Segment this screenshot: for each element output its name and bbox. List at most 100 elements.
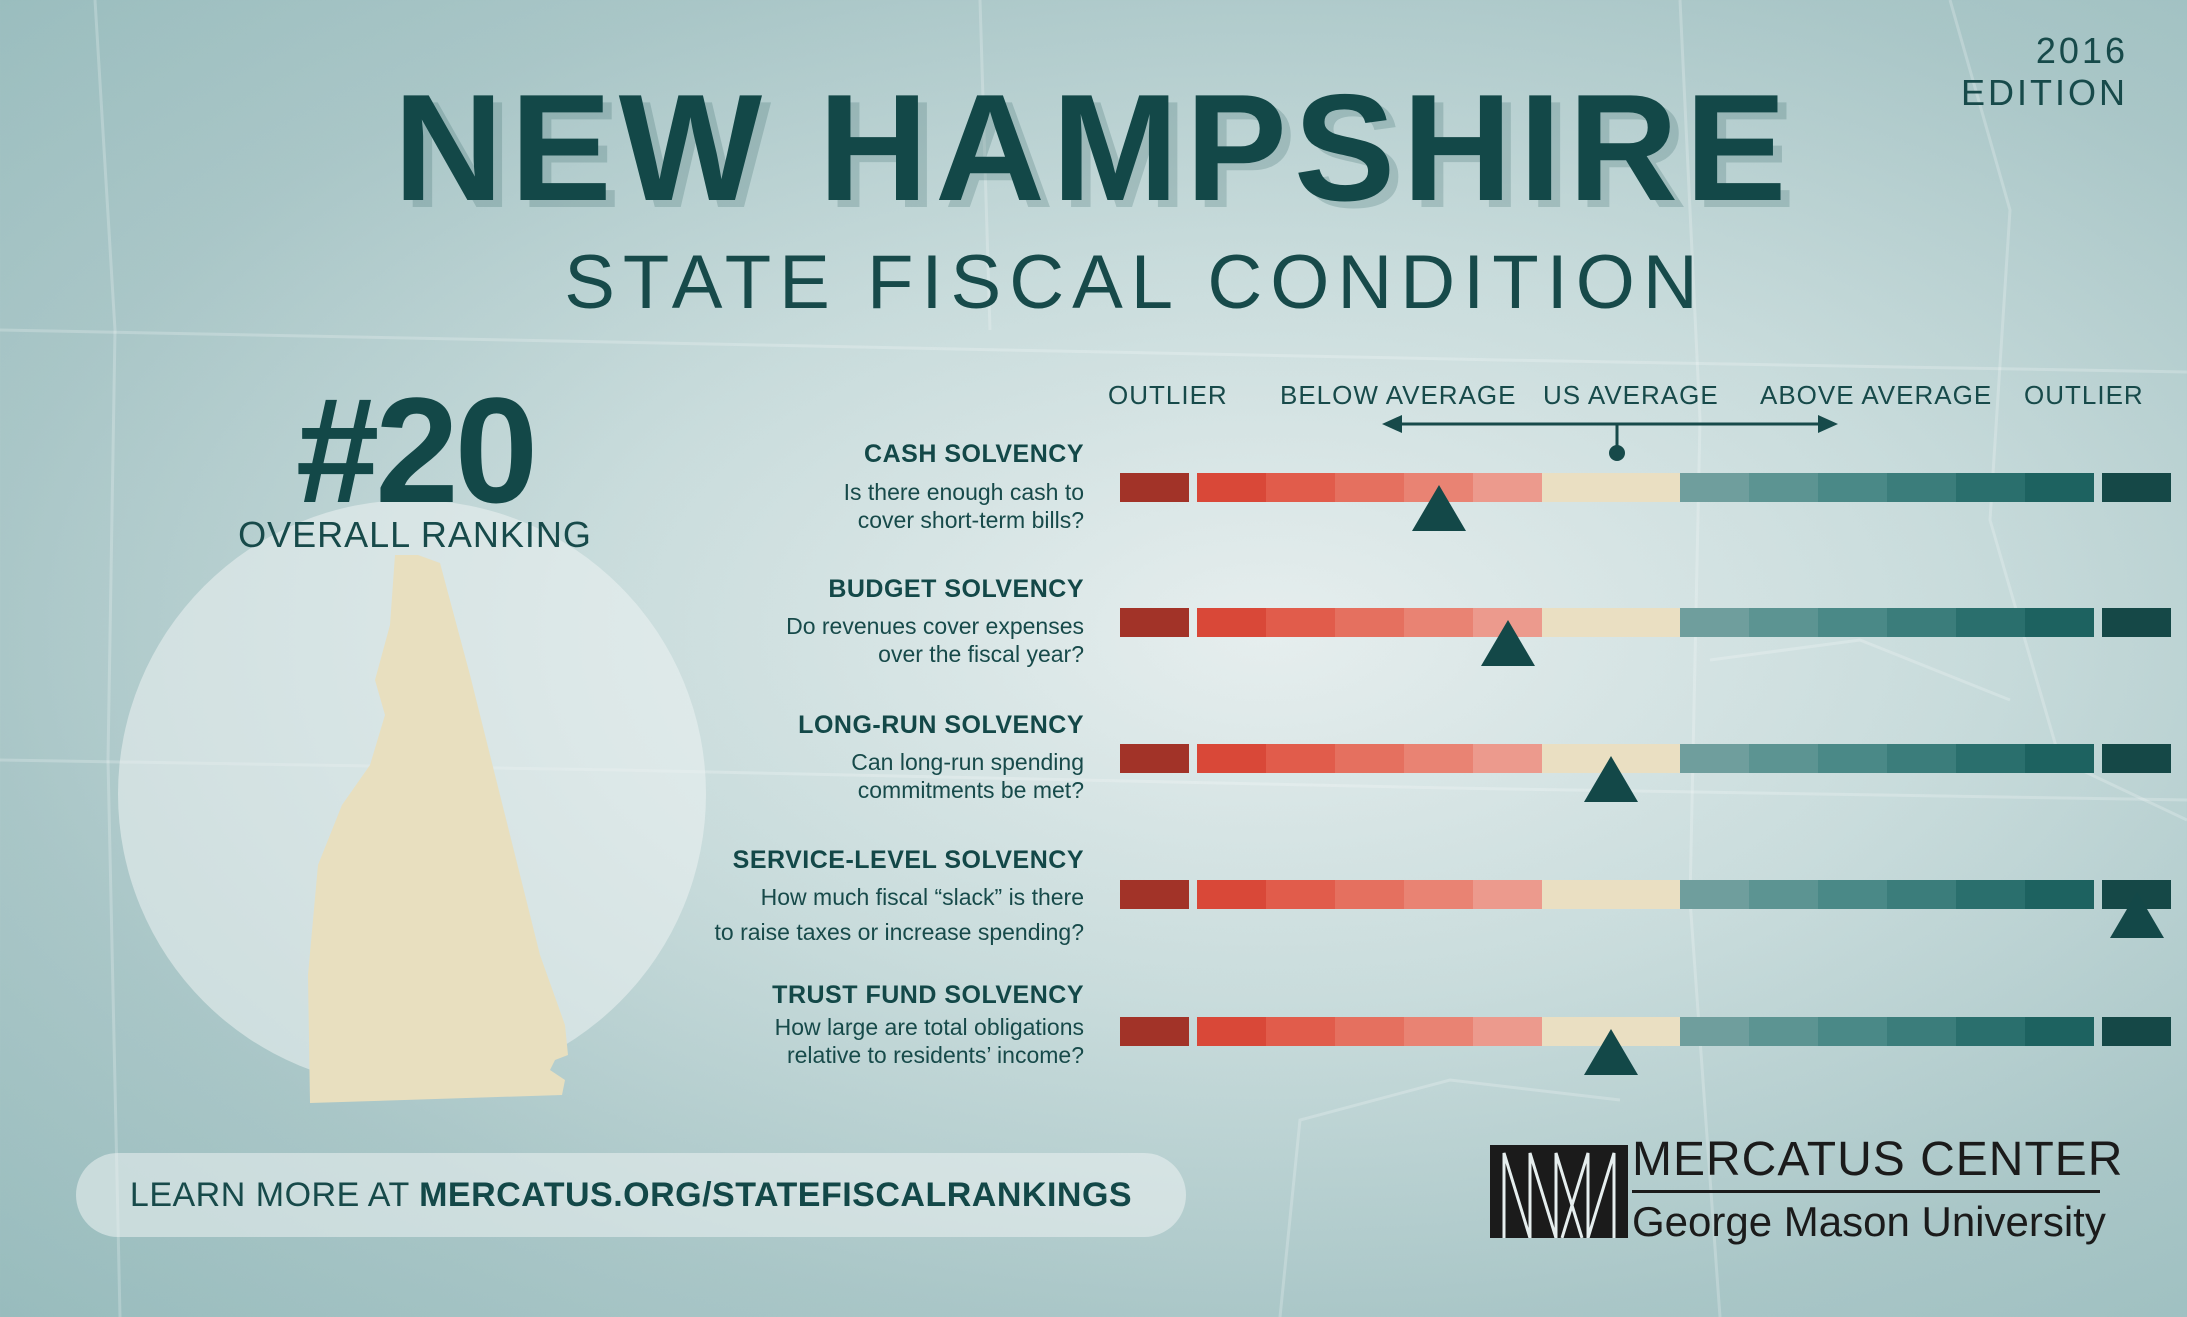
- scale-segment: [1335, 473, 1404, 502]
- scale-segment: [1818, 1017, 1887, 1046]
- metric-title: LONG-RUN SOLVENCY: [798, 711, 1084, 739]
- metric-question-line: over the fiscal year?: [878, 641, 1084, 667]
- position-marker-icon: [1584, 756, 1638, 802]
- scale-segment: [2025, 473, 2094, 502]
- scale-segment: [1404, 1017, 1473, 1046]
- scale-label-outlier-low: OUTLIER: [1108, 380, 1228, 410]
- scale-segment: [1749, 880, 1818, 909]
- scale-segment: [2102, 744, 2171, 773]
- scale-segment: [1197, 1017, 1266, 1046]
- scale-segment: [1120, 1017, 1189, 1046]
- logo-divider: [1632, 1190, 2100, 1193]
- scale-segment: [1404, 880, 1473, 909]
- scale-segment: [1818, 473, 1887, 502]
- metric-title: TRUST FUND SOLVENCY: [772, 981, 1084, 1009]
- metric-question-line: cover short-term bills?: [857, 507, 1084, 533]
- scale-segment: [1266, 744, 1335, 773]
- metric-question-line: commitments be met?: [857, 777, 1084, 803]
- page-subtitle: STATE FISCAL CONDITION: [564, 240, 1706, 325]
- metric-question-line: relative to residents’ income?: [786, 1042, 1084, 1068]
- scale-segment: [1266, 608, 1335, 637]
- us-average-dot: [1609, 445, 1625, 461]
- metric-bar: [1120, 744, 2171, 802]
- scale-segment: [1887, 744, 1956, 773]
- scale-segment: [1404, 608, 1473, 637]
- scale-segment: [1956, 608, 2025, 637]
- metric-question-line: to raise taxes or increase spending?: [714, 919, 1085, 945]
- scale-segment: [1887, 1017, 1956, 1046]
- scale-segment: [1120, 744, 1189, 773]
- scale-segment: [1335, 744, 1404, 773]
- metric-title: BUDGET SOLVENCY: [828, 575, 1084, 603]
- scale-segment: [2102, 608, 2171, 637]
- learn-more-banner: [76, 1153, 1186, 1237]
- scale-segment: [2102, 473, 2171, 502]
- scale-segment: [1335, 608, 1404, 637]
- scale-segment: [1749, 1017, 1818, 1046]
- scale-segment: [1473, 744, 1542, 773]
- scale-segment: [1887, 880, 1956, 909]
- scale-segment: [1120, 880, 1189, 909]
- scale-segment: [2102, 1017, 2171, 1046]
- scale-segment: [1197, 473, 1266, 502]
- scale-segment: [1956, 473, 2025, 502]
- logo-subtitle: George Mason University: [1632, 1198, 2106, 1245]
- scale-label-above-average: ABOVE AVERAGE: [1760, 380, 1993, 410]
- scale-segment: [1404, 744, 1473, 773]
- overall-rank-label: OVERALL RANKING: [238, 514, 592, 555]
- position-marker-icon: [1584, 1029, 1638, 1075]
- scale-segment: [1749, 744, 1818, 773]
- scale-segment: [1818, 880, 1887, 909]
- scale-segment: [1542, 473, 1611, 502]
- scale-segment: [1335, 880, 1404, 909]
- scale-segment: [1956, 1017, 2025, 1046]
- scale-axis-arrow: [1382, 415, 1838, 461]
- scale-segment: [2025, 880, 2094, 909]
- edition-label: 2016 EDITION: [1960, 30, 2128, 113]
- learn-more-link[interactable]: MERCATUS.ORG/STATEFISCALRANKINGS: [419, 1176, 1133, 1214]
- overall-rank-number: #20: [295, 366, 538, 534]
- new-hampshire-map-icon: [308, 555, 568, 1103]
- position-marker-icon: [1480, 620, 1535, 666]
- metric-bar: [1120, 473, 2171, 531]
- scale-segment: [1611, 608, 1680, 637]
- scale-segment: [1749, 608, 1818, 637]
- metric-question-line: How much fiscal “slack” is there: [760, 884, 1084, 910]
- metric-bar: [1120, 608, 2171, 666]
- scale-segment: [1749, 473, 1818, 502]
- scale-segment: [1120, 473, 1189, 502]
- scale-segment: [1473, 880, 1542, 909]
- scale-segment: [1266, 473, 1335, 502]
- scale-label-below-average: BELOW AVERAGE: [1280, 380, 1517, 410]
- scale-segment: [1611, 880, 1680, 909]
- position-marker-icon: [2109, 892, 2164, 938]
- scale-segment: [1197, 608, 1266, 637]
- scale-segment: [1197, 880, 1266, 909]
- scale-segment: [2025, 744, 2094, 773]
- metric-bar: [1120, 880, 2171, 938]
- scale-segment: [1680, 744, 1749, 773]
- scale-segment: [1197, 744, 1266, 773]
- mercatus-logo-icon: [1490, 1145, 1628, 1238]
- scale-segment: [1680, 1017, 1749, 1046]
- scale-segment: [2025, 1017, 2094, 1046]
- metric-question-line: Do revenues cover expenses: [786, 613, 1084, 639]
- scale-segment: [1266, 1017, 1335, 1046]
- scale-segment: [2025, 608, 2094, 637]
- scale-segment: [1473, 1017, 1542, 1046]
- scale-segment: [1680, 880, 1749, 909]
- scale-segment: [1542, 880, 1611, 909]
- scale-segment: [1956, 880, 2025, 909]
- scale-segment: [1680, 608, 1749, 637]
- page-title: NEW HAMPSHIRE: [393, 63, 1794, 233]
- scale-segment: [1120, 608, 1189, 637]
- learn-more-text: LEARN MORE AT MERCATUS.ORG/STATEFISCALRA…: [76, 1153, 1186, 1237]
- scale-label-outlier-high: OUTLIER: [2024, 380, 2144, 410]
- metric-title: SERVICE-LEVEL SOLVENCY: [732, 846, 1084, 874]
- logo-name: MERCATUS CENTER: [1632, 1133, 2124, 1186]
- scale-segment: [1473, 473, 1542, 502]
- scale-segment: [1680, 473, 1749, 502]
- scale-segment: [1887, 473, 1956, 502]
- scale-segment: [1818, 744, 1887, 773]
- scale-label-us-average: US AVERAGE: [1543, 380, 1719, 410]
